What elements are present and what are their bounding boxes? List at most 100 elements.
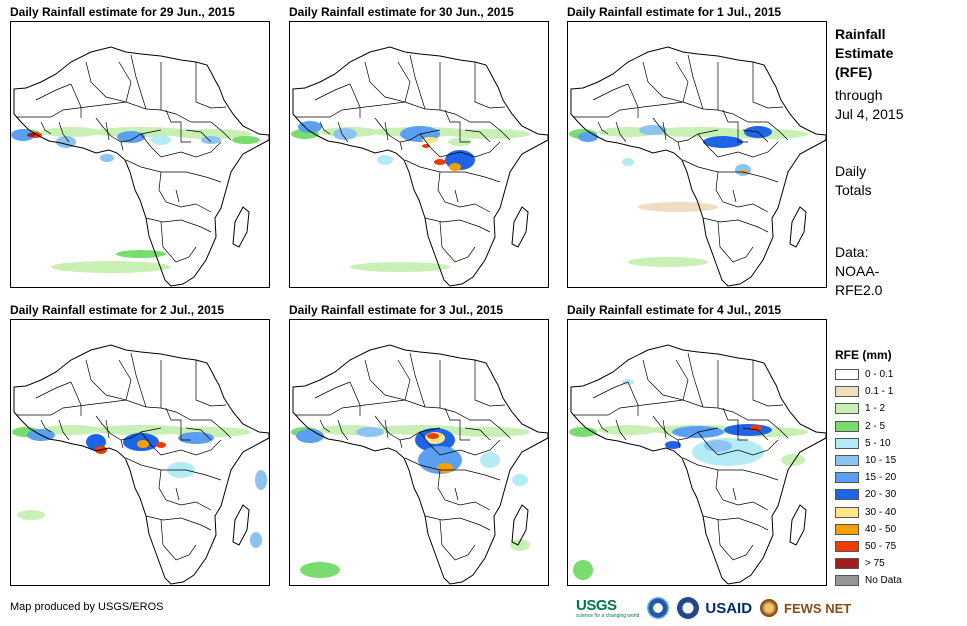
legend-item: 40 - 50 xyxy=(835,521,902,538)
rainfall-cell xyxy=(628,257,708,267)
rainfall-map xyxy=(10,319,270,586)
legend-item: 2 - 5 xyxy=(835,418,902,435)
legend-label: 30 - 40 xyxy=(865,506,897,518)
africa-coastline xyxy=(570,344,826,585)
rainfall-overlay xyxy=(291,121,530,272)
rainfall-cell xyxy=(449,163,461,171)
map-panel-5: Daily Rainfall estimate for 3 Jul., 2015 xyxy=(289,303,551,586)
legend-label: No Data xyxy=(865,575,902,587)
panel-title: Daily Rainfall estimate for 4 Jul., 2015 xyxy=(567,303,782,317)
rainfall-cell xyxy=(450,427,530,437)
rainfall-cell xyxy=(573,560,593,580)
rainfall-overlay xyxy=(569,125,808,267)
legend-item: No Data xyxy=(835,572,902,589)
legend-swatch xyxy=(835,472,859,484)
rainfall-map xyxy=(567,21,827,288)
legend-swatch xyxy=(835,540,859,552)
rainfall-cell xyxy=(41,127,101,137)
side-totals: Daily Totals xyxy=(835,163,872,198)
fews-logo-text: FEWS NET xyxy=(784,600,852,616)
rainfall-overlay xyxy=(12,425,267,548)
legend-item: 20 - 30 xyxy=(835,486,902,503)
legend-swatch xyxy=(835,403,859,415)
rainfall-map xyxy=(10,21,270,288)
africa-coastline xyxy=(292,46,548,287)
legend-swatch xyxy=(835,558,859,570)
rainfall-cell xyxy=(510,539,530,551)
map-panel-1: Daily Rainfall estimate for 29 Jun., 201… xyxy=(10,5,272,288)
map-panel-4: Daily Rainfall estimate for 2 Jul., 2015 xyxy=(10,303,272,586)
rainfall-cell xyxy=(638,202,718,212)
legend-label: 1 - 2 xyxy=(865,403,886,415)
panel-title: Daily Rainfall estimate for 29 Jun., 201… xyxy=(10,5,235,19)
panel-title: Daily Rainfall estimate for 1 Jul., 2015 xyxy=(567,5,782,19)
legend-swatch xyxy=(835,455,859,467)
legend-label: 10 - 15 xyxy=(865,455,897,467)
rainfall-overlay xyxy=(291,425,530,578)
legend-label: 0 - 0.1 xyxy=(865,369,894,381)
rainfall-overlay xyxy=(569,379,808,580)
rainfall-cell xyxy=(91,127,191,137)
map-panel-2: Daily Rainfall estimate for 30 Jun., 201… xyxy=(289,5,551,288)
side-title: Rainfall Estimate (RFE) xyxy=(835,26,894,80)
rainfall-map xyxy=(567,319,827,586)
rainfall-cell xyxy=(648,127,748,137)
rainfall-cell xyxy=(11,129,35,141)
rainfall-cell xyxy=(735,164,751,176)
rainfall-cell xyxy=(598,425,658,435)
madagascar-outline xyxy=(789,206,807,248)
rainfall-overlay xyxy=(11,127,260,273)
africa-coastline xyxy=(13,344,269,585)
africa-coastline xyxy=(292,344,548,585)
rainfall-cell xyxy=(201,136,221,144)
usgs-tagline: science for a changing world xyxy=(576,613,640,619)
legend-swatch xyxy=(835,575,859,587)
rainfall-cell xyxy=(437,463,453,473)
country-borders xyxy=(573,352,789,561)
rainfall-cell xyxy=(171,129,251,139)
rainfall-cell xyxy=(333,128,357,140)
rainfall-cell xyxy=(450,129,530,139)
rfe-legend: RFE (mm) 0 - 0.1 0.1 - 1 1 - 2 2 - 5 5 - 10 1… xyxy=(835,348,902,589)
legend-label: > 75 xyxy=(865,558,885,570)
rainfall-cell xyxy=(512,474,528,486)
madagascar-outline xyxy=(232,206,250,248)
legend-item: > 75 xyxy=(835,555,902,572)
rainfall-cell xyxy=(300,562,340,578)
legend-item: 15 - 20 xyxy=(835,469,902,486)
side-through: through Jul 4, 2015 xyxy=(835,87,904,122)
rainfall-cell xyxy=(665,441,681,449)
rainfall-cell xyxy=(151,135,171,145)
rainfall-cell xyxy=(750,425,762,431)
fews-globe-icon xyxy=(760,599,779,617)
country-borders xyxy=(295,54,511,263)
legend-item: 0.1 - 1 xyxy=(835,383,902,400)
legend-item: 10 - 15 xyxy=(835,452,902,469)
africa-coastline xyxy=(13,46,269,287)
usgs-logo-text: USGS xyxy=(576,597,617,614)
rainfall-cell xyxy=(51,261,171,273)
partner-logos: USGS science for a changing world USAID … xyxy=(576,595,851,621)
rainfall-cell xyxy=(178,432,214,444)
rainfall-cell xyxy=(117,131,145,143)
rainfall-cell xyxy=(91,425,191,435)
africa-coastline xyxy=(570,46,826,287)
rainfall-cell xyxy=(704,440,732,452)
usda-seal-icon xyxy=(677,597,700,619)
usgs-logo: USGS science for a changing world xyxy=(576,597,639,619)
legend-swatch xyxy=(835,420,859,432)
rainfall-cell xyxy=(137,440,149,448)
rainfall-cell xyxy=(356,427,384,437)
legend-title: RFE (mm) xyxy=(835,348,892,362)
legend-swatch xyxy=(835,386,859,398)
rainfall-cell xyxy=(156,442,166,448)
rainfall-cell xyxy=(27,133,35,137)
rainfall-cell xyxy=(422,144,430,148)
rainfall-cell xyxy=(427,433,439,439)
rainfall-cell xyxy=(724,424,772,436)
legend-item: 30 - 40 xyxy=(835,504,902,521)
rainfall-cell xyxy=(781,454,805,466)
rainfall-cell xyxy=(377,155,393,165)
madagascar-outline xyxy=(511,206,529,248)
legend-swatch xyxy=(835,523,859,535)
